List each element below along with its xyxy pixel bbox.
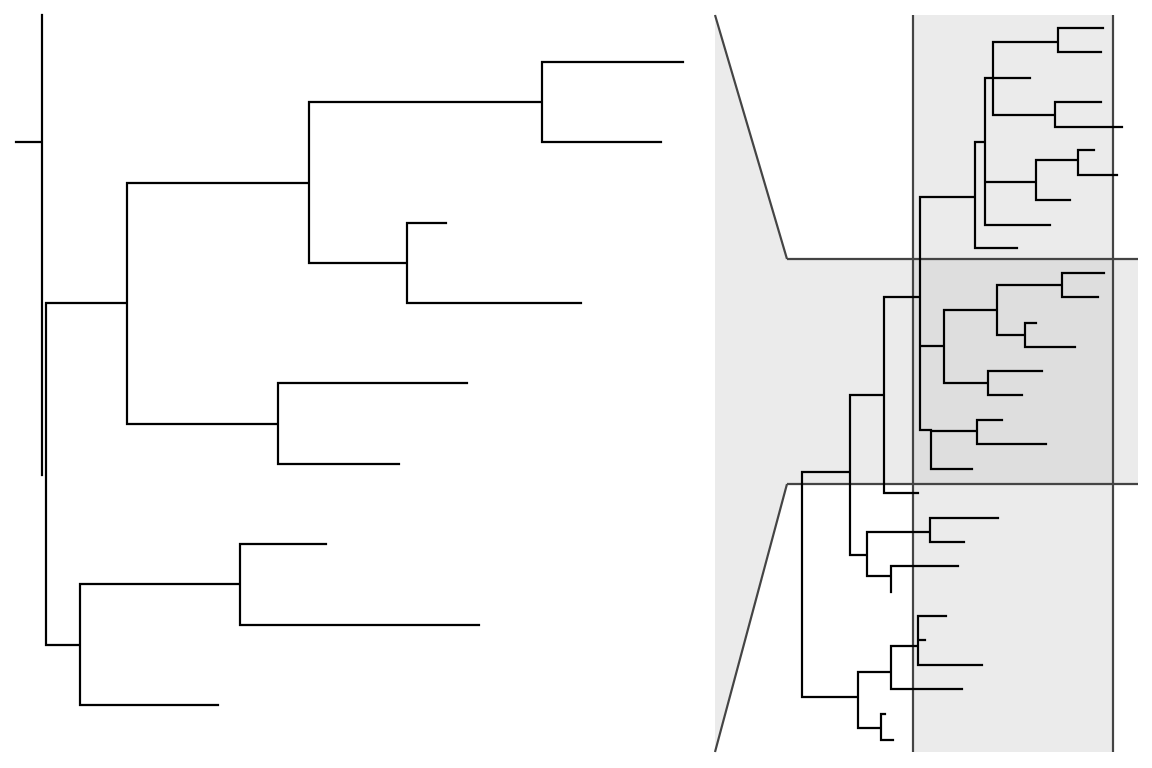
zoom-edge-bottom [713,483,789,753]
right-tree [800,26,1124,742]
left-tree [14,13,685,707]
zoom-edge-top [713,14,789,260]
zoom-connector [715,15,787,752]
